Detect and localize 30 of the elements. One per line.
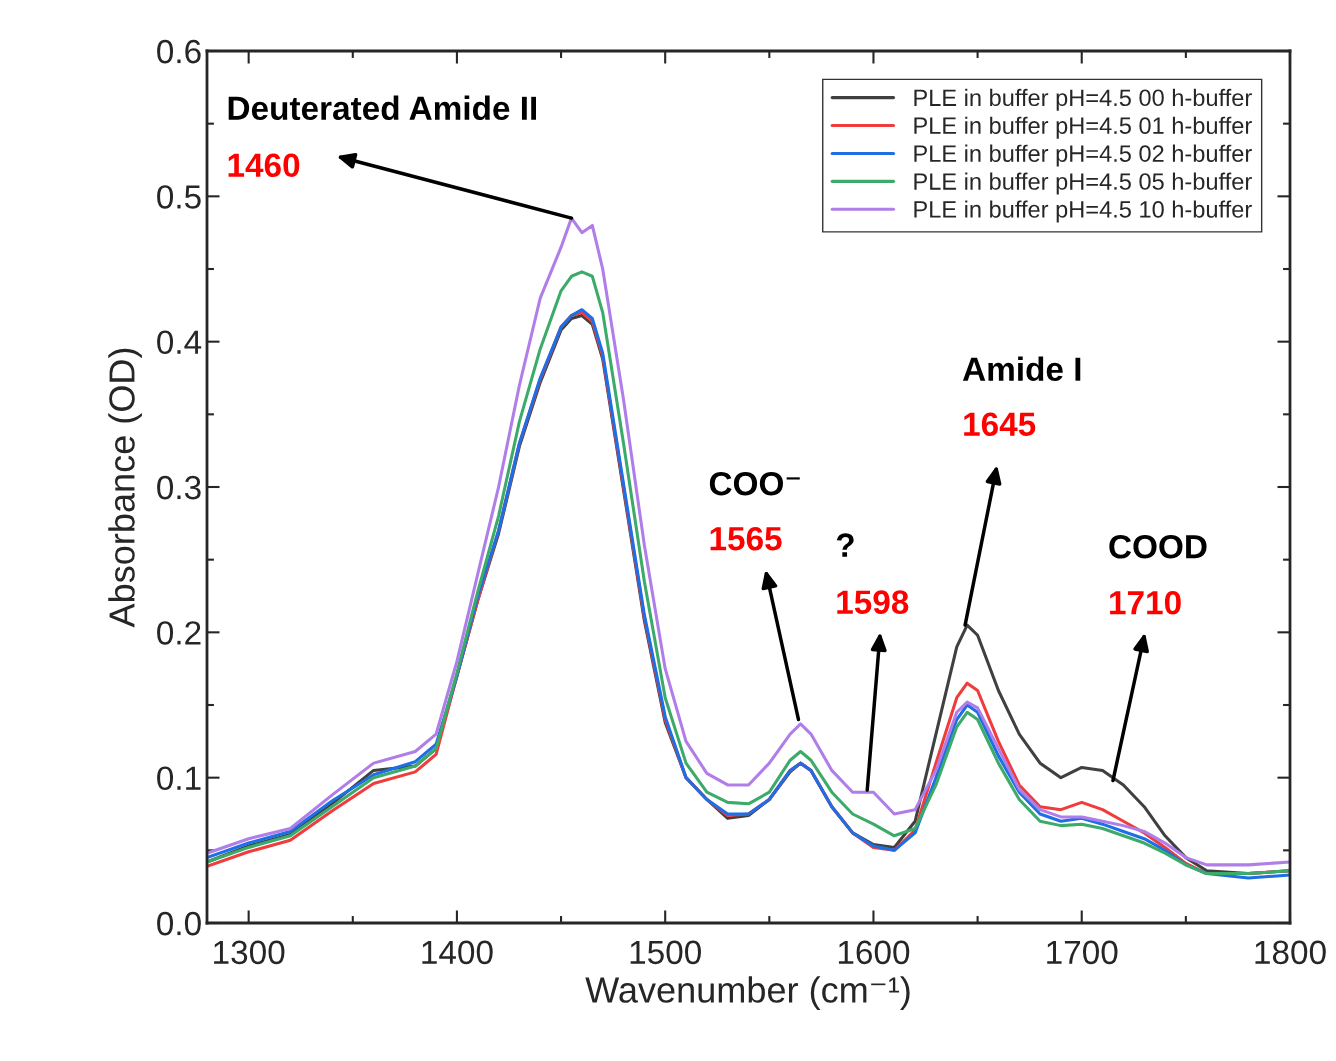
annotation: 1565 xyxy=(710,526,782,551)
annotation: COOD xyxy=(1109,534,1207,559)
y-tick-label: 0.2 xyxy=(157,621,201,645)
y-tick-label: 0.5 xyxy=(157,185,201,209)
x-tick-label: 1400 xyxy=(422,940,493,965)
x-tick-label: 1300 xyxy=(214,940,285,965)
legend-label: PLE in buffer pH=4.5 02 h-buffer xyxy=(914,144,1252,167)
x-tick-label: 1500 xyxy=(630,940,701,965)
y-tick-label: 0.1 xyxy=(157,766,201,791)
x-tick-label: 1800 xyxy=(1255,940,1326,965)
annotation: 1460 xyxy=(228,153,300,178)
legend-label: PLE in buffer pH=4.5 10 h-buffer xyxy=(914,200,1252,223)
y-tick-label: 0.0 xyxy=(157,911,201,936)
annotation: ? xyxy=(836,533,854,557)
legend-label: PLE in buffer pH=4.5 00 h-buffer xyxy=(914,88,1252,111)
legend-label: PLE in buffer pH=4.5 01 h-buffer xyxy=(914,116,1252,139)
y-tick-label: 0.4 xyxy=(157,330,202,355)
x-axis-title: Wavenumber (cm⁻¹) xyxy=(585,976,910,1010)
legend-label: PLE in buffer pH=4.5 05 h-buffer xyxy=(914,172,1252,195)
x-tick-label: 1700 xyxy=(1047,940,1118,965)
y-tick-label: 0.6 xyxy=(157,39,201,64)
annotation: 1598 xyxy=(837,590,909,614)
annotation: 1645 xyxy=(964,412,1036,437)
y-tick-label: 0.3 xyxy=(157,475,201,500)
y-axis-title: Absorbance (OD) xyxy=(108,348,142,628)
annotation: COO⁻ xyxy=(709,471,800,496)
x-tick-label: 1600 xyxy=(838,940,910,965)
annotation: Amide I xyxy=(962,356,1081,382)
annotation: Deuterated Amide II xyxy=(228,95,537,121)
annotation: 1710 xyxy=(1110,590,1181,615)
